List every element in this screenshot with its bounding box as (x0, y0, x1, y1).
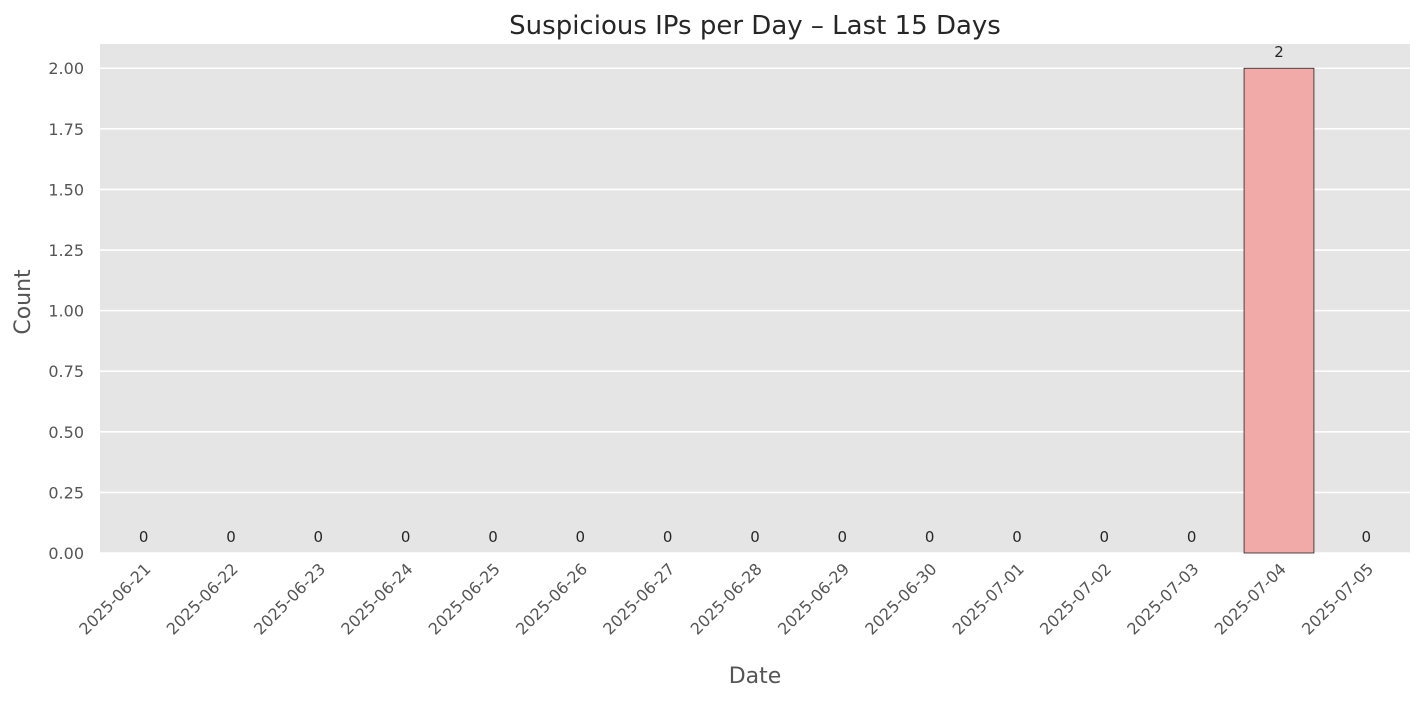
x-tick-label: 2025-06-22 (163, 559, 242, 638)
y-tick-label: 0.50 (48, 423, 84, 442)
y-tick-label: 1.00 (48, 302, 84, 321)
bar-value-label: 0 (488, 528, 498, 546)
bar-value-label: 0 (1100, 528, 1110, 546)
y-tick-label: 1.25 (48, 241, 84, 260)
y-tick-label: 1.75 (48, 120, 84, 139)
bar-value-label: 0 (838, 528, 848, 546)
bar-value-label: 0 (401, 528, 411, 546)
bar-value-label: 0 (576, 528, 586, 546)
x-tick-label: 2025-06-30 (861, 559, 940, 638)
y-axis-label: Count (11, 269, 36, 335)
y-tick-label: 0.75 (48, 362, 84, 381)
y-tick-label: 0.25 (48, 483, 84, 502)
x-tick-label: 2025-06-23 (250, 559, 329, 638)
plot-area (100, 44, 1410, 553)
x-tick-label: 2025-06-25 (425, 559, 504, 638)
y-tick-label: 2.00 (48, 59, 84, 78)
y-tick-label: 0.00 (48, 544, 84, 563)
bar-value-label: 0 (925, 528, 935, 546)
x-tick-label: 2025-06-27 (599, 559, 678, 638)
x-axis-ticks: 2025-06-21 2025-06-22 2025-06-23 2025-06-24… (75, 559, 1377, 638)
bar-value-label: 0 (139, 528, 149, 546)
chart-title: Suspicious IPs per Day – Last 15 Days (509, 11, 1001, 41)
bar (1243, 67, 1315, 554)
bar-value-label: 0 (663, 528, 673, 546)
x-tick-label: 2025-07-05 (1298, 559, 1377, 638)
x-tick-label: 2025-06-28 (687, 559, 766, 638)
bar-value-label: 0 (226, 528, 236, 546)
bar-value-label: 0 (1012, 528, 1022, 546)
y-tick-label: 1.50 (48, 180, 84, 199)
data-labels: 0 0 0 0 0 0 0 0 0 0 0 0 0 2 0 (139, 43, 1371, 546)
x-axis-label: Date (729, 664, 782, 689)
bar-value-label: 0 (1187, 528, 1197, 546)
x-tick-label: 2025-07-03 (1123, 559, 1202, 638)
y-axis-ticks: 0.00 0.25 0.50 0.75 1.00 1.25 1.50 1.75 2.00 (48, 59, 84, 563)
gridlines (100, 67, 1410, 554)
x-tick-label: 2025-06-21 (75, 559, 154, 638)
bar-value-label: 0 (1362, 528, 1372, 546)
x-tick-label: 2025-07-01 (949, 559, 1028, 638)
bar-value-label: 2 (1274, 43, 1284, 61)
bars (1243, 67, 1315, 554)
bar-value-label: 0 (314, 528, 324, 546)
x-tick-label: 2025-07-04 (1211, 559, 1290, 638)
bar-value-label: 0 (750, 528, 760, 546)
x-tick-label: 2025-06-24 (337, 559, 416, 638)
x-tick-label: 2025-06-29 (774, 559, 853, 638)
x-tick-label: 2025-06-26 (512, 559, 591, 638)
x-tick-label: 2025-07-02 (1036, 559, 1115, 638)
